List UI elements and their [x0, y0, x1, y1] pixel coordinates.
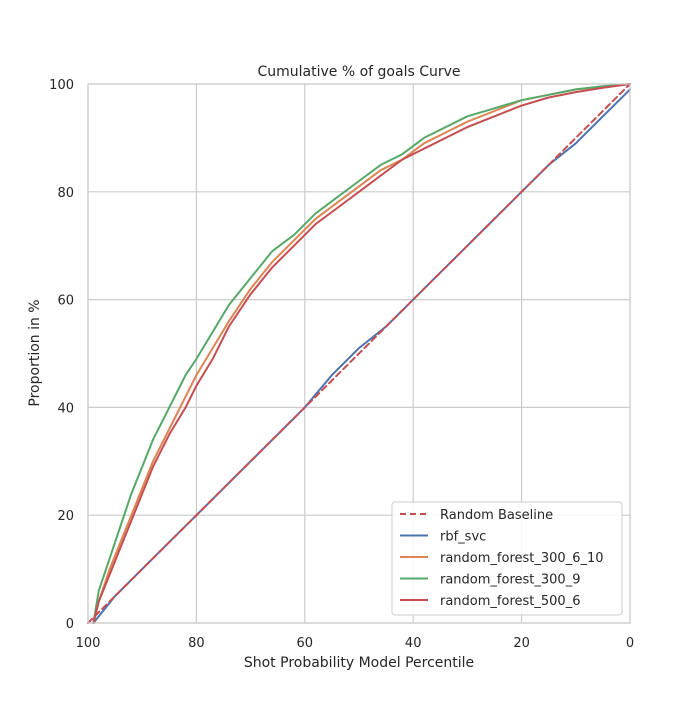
legend-box: [391, 501, 623, 616]
series-line-random-forest-300-9: [92, 83, 631, 624]
x-axis-label: Shot Probability Model Percentile: [244, 655, 474, 671]
y-tick-label: 80: [57, 186, 74, 201]
legend: Random Baseline rbf_svc random_forest_300_…: [391, 501, 623, 616]
series-line-random-baseline: [87, 83, 631, 624]
x-tick-label: 40: [405, 636, 422, 651]
y-tick-label: 40: [57, 401, 74, 416]
plot-frame: [87, 83, 631, 624]
legend-label: Random Baseline: [440, 508, 553, 523]
x-tick-label: 60: [297, 636, 314, 651]
legend-label: random_forest_300_9: [440, 573, 580, 588]
legend-label: random_forest_500_6: [440, 594, 580, 609]
x-tick-label: 0: [626, 636, 634, 651]
y-tick-label: 0: [66, 617, 74, 632]
x-tick-label: 20: [513, 636, 530, 651]
y-tick-labels: 0 20 40 60 80 100: [49, 78, 74, 632]
y-tick-label: 60: [57, 294, 74, 309]
x-tick-label: 80: [188, 636, 205, 651]
x-tick-labels: 100 80 60 40 20 0: [76, 636, 635, 651]
legend-label: rbf_svc: [440, 530, 486, 545]
legend-label: random_forest_300_6_10: [440, 551, 604, 566]
series-layer: [87, 83, 631, 624]
x-tick-label: 100: [76, 636, 101, 651]
y-axis-label: Proportion in %: [27, 299, 43, 406]
chart-title: Cumulative % of goals Curve: [257, 64, 460, 80]
y-tick-label: 20: [57, 509, 74, 524]
series-line-random-forest-300-6-10: [92, 83, 631, 624]
y-tick-label: 100: [49, 78, 74, 93]
series-line-random-forest-500-6: [92, 83, 631, 624]
